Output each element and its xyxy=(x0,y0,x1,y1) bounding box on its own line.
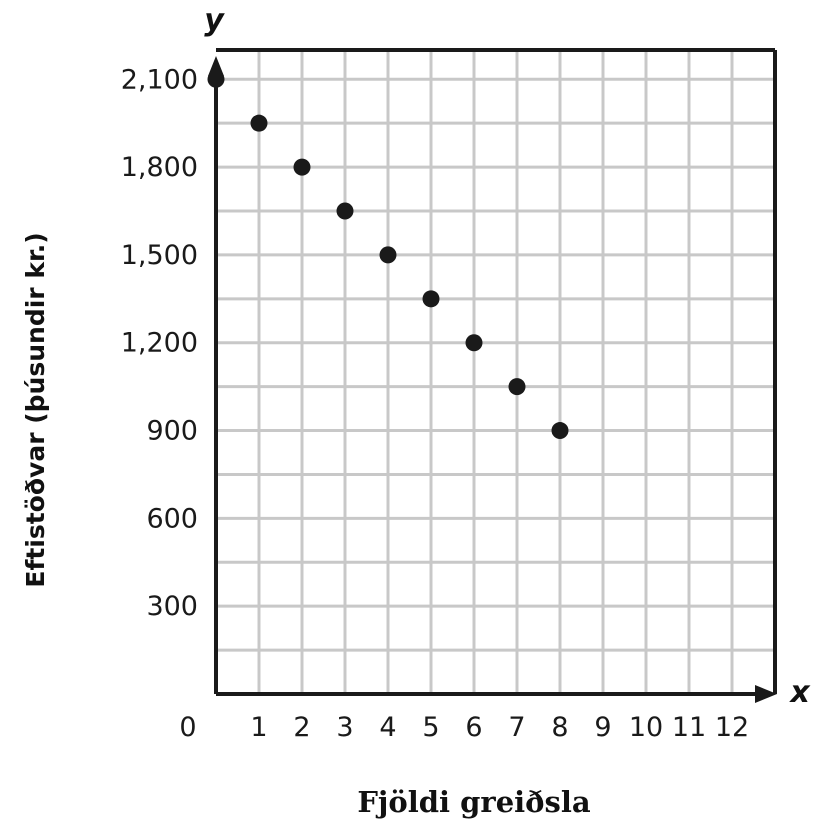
data-point xyxy=(508,378,526,396)
x-tick-label: 12 xyxy=(715,712,749,743)
data-point xyxy=(293,158,311,176)
x-tick-label: 7 xyxy=(508,712,525,743)
data-point xyxy=(336,202,354,220)
x-tick-label: 1 xyxy=(250,712,267,743)
y-axis-symbol: y xyxy=(204,3,225,38)
y-tick-label: 900 xyxy=(146,416,198,447)
x-axis-symbol: x xyxy=(788,675,811,710)
x-tick-label: 5 xyxy=(422,712,439,743)
data-point xyxy=(250,114,268,132)
axes xyxy=(208,56,777,703)
plot-frame xyxy=(216,48,777,694)
y-axis-label: Eftistöðvar (þúsundir kr.) xyxy=(21,232,50,587)
data-points xyxy=(207,70,569,440)
x-axis-arrow xyxy=(755,685,777,703)
y-tick-label: 300 xyxy=(146,591,198,622)
x-tick-label: 2 xyxy=(293,712,310,743)
x-axis-label: Fjöldi greiðsla xyxy=(357,785,591,819)
data-point xyxy=(551,422,569,440)
y-tick-label: 1,200 xyxy=(121,328,198,359)
x-tick-label: 11 xyxy=(672,712,706,743)
y-tick-label: 1,800 xyxy=(121,152,198,183)
y-axis-arrow xyxy=(208,56,224,76)
grid-lines xyxy=(216,50,775,694)
x-tick-label: 10 xyxy=(629,712,663,743)
data-point xyxy=(207,70,225,88)
data-point xyxy=(422,290,440,308)
y-tick-labels: 300 600 900 1,200 1,500 1,800 2,100 xyxy=(121,64,198,622)
x-tick-labels: 0 1 2 3 4 5 6 7 8 9 10 11 12 xyxy=(179,712,749,743)
x-tick-label: 3 xyxy=(336,712,353,743)
x-tick-label: 4 xyxy=(379,712,396,743)
y-tick-label: 1,500 xyxy=(121,240,198,271)
x-tick-label: 8 xyxy=(551,712,568,743)
x-tick-label: 6 xyxy=(465,712,482,743)
x-tick-label: 0 xyxy=(179,712,196,743)
y-tick-label: 2,100 xyxy=(121,64,198,95)
x-tick-label: 9 xyxy=(594,712,611,743)
data-point xyxy=(465,334,483,352)
y-tick-label: 600 xyxy=(146,503,198,534)
data-point xyxy=(379,246,397,264)
